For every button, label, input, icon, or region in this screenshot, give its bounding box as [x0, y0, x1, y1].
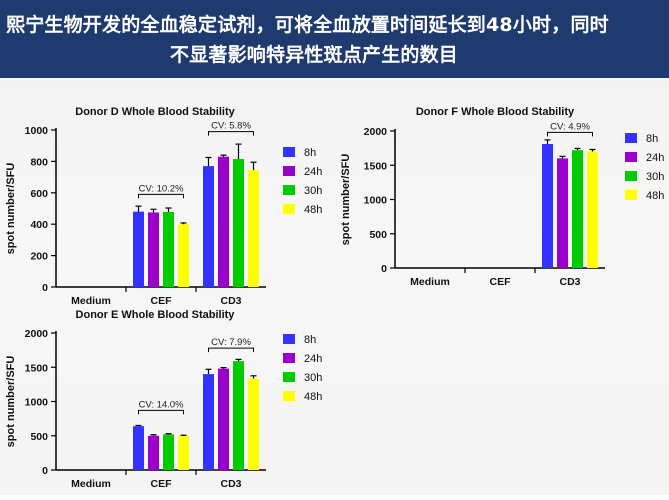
legend-swatch — [283, 147, 295, 157]
bar — [133, 211, 144, 287]
legend-swatch — [625, 190, 637, 200]
x-tick-label: CD3 — [220, 478, 241, 490]
legend-label: 8h — [304, 334, 316, 346]
bar — [587, 151, 598, 268]
cv-bracket — [138, 193, 184, 199]
legend-swatch — [283, 391, 295, 401]
cv-annotation: CV: 7.9% — [211, 337, 251, 348]
y-tick-label: 1000 — [364, 195, 388, 207]
y-axis-label: spot number/SFU — [340, 154, 352, 246]
legend-label: 24h — [646, 152, 664, 164]
legend-swatch — [283, 372, 295, 382]
y-tick-label: 600 — [30, 188, 48, 200]
slide-header: 熙宁生物开发的全血稳定试剂，可将全血放置时间延长到48小时，同时 不显著影响特异… — [0, 0, 669, 78]
bar — [557, 158, 568, 268]
y-tick-label: 1500 — [364, 160, 388, 172]
y-tick-label: 0 — [42, 282, 48, 294]
bar — [542, 144, 553, 268]
bar — [163, 434, 174, 470]
legend-label: 48h — [304, 391, 322, 403]
x-tick-label: CD3 — [559, 276, 580, 288]
bar — [203, 166, 214, 287]
legend-label: 48h — [304, 204, 322, 216]
y-tick-label: 2000 — [25, 328, 49, 340]
bar — [203, 374, 214, 470]
y-tick-label: 400 — [30, 219, 48, 231]
bar — [218, 156, 229, 287]
slide-title-line-1: 熙宁生物开发的全血稳定试剂，可将全血放置时间延长到48小时，同时 — [6, 14, 609, 36]
y-axis-label: spot number/SFU — [5, 356, 17, 448]
legend-swatch — [625, 133, 637, 143]
bar — [133, 426, 144, 470]
bar — [163, 211, 174, 287]
bar — [148, 212, 159, 287]
cv-bracket — [547, 131, 593, 137]
y-axis-label: spot number/SFU — [5, 163, 17, 255]
legend-swatch — [283, 334, 295, 344]
bar — [572, 150, 583, 268]
legend-label: 30h — [646, 171, 664, 183]
x-tick-label: CD3 — [220, 295, 241, 307]
slide-title-line-2: 不显著影响特异性斑点产生的数目 — [170, 44, 459, 66]
chart-donor-e: Donor E Whole Blood Stability spot number… — [5, 309, 322, 490]
cv-bracket — [208, 131, 254, 136]
legend-label: 30h — [304, 185, 322, 197]
chart-donor-d: Donor D Whole Blood Stability spot number… — [5, 106, 322, 307]
y-tick-label: 800 — [30, 156, 48, 168]
x-tick-label: Medium — [410, 276, 450, 288]
y-tick-label: 1000 — [25, 397, 49, 409]
y-tick-label: 200 — [30, 251, 48, 263]
y-tick-label: 500 — [30, 431, 48, 443]
y-tick-label: 1000 — [25, 125, 49, 137]
chart-title: Donor E Whole Blood Stability — [76, 309, 236, 321]
chart-title: Donor D Whole Blood Stability — [75, 106, 235, 118]
bar — [218, 368, 229, 470]
x-tick-label: CEF — [151, 478, 173, 490]
y-tick-label: 0 — [42, 465, 48, 477]
charts-area: Donor D Whole Blood Stability spot number… — [0, 78, 669, 495]
y-tick-label: 1500 — [25, 362, 49, 374]
bar — [248, 378, 259, 470]
x-tick-label: CEF — [490, 276, 512, 288]
cv-bracket — [208, 347, 254, 353]
cv-annotation: CV: 5.8% — [211, 121, 251, 132]
legend-label: 24h — [304, 353, 322, 365]
cv-annotation: CV: 10.2% — [138, 183, 184, 194]
chart-donor-f: Donor F Whole Blood Stability spot number… — [340, 106, 664, 288]
bar — [148, 435, 159, 470]
bar — [248, 170, 259, 287]
legend-swatch — [283, 353, 295, 363]
legend-label: 30h — [304, 372, 322, 384]
y-tick-label: 500 — [369, 229, 387, 241]
bar — [178, 224, 189, 287]
bar — [178, 435, 189, 470]
x-tick-label: CEF — [151, 295, 173, 307]
y-tick-label: 2000 — [364, 126, 388, 138]
legend-swatch — [625, 152, 637, 162]
legend-label: 8h — [304, 147, 316, 159]
cv-bracket — [138, 409, 184, 415]
chart-title: Donor F Whole Blood Stability — [416, 106, 575, 118]
bar — [233, 159, 244, 287]
bar — [233, 361, 244, 470]
legend-swatch — [283, 166, 295, 176]
y-tick-label: 0 — [381, 263, 387, 275]
x-tick-label: Medium — [71, 295, 111, 307]
legend-label: 24h — [304, 166, 322, 178]
cv-annotation: CV: 14.0% — [138, 399, 184, 410]
x-tick-label: Medium — [71, 478, 111, 490]
legend-swatch — [283, 204, 295, 214]
legend-swatch — [625, 171, 637, 181]
legend-label: 8h — [646, 133, 658, 145]
legend-label: 48h — [646, 190, 664, 202]
legend-swatch — [283, 185, 295, 195]
cv-annotation: CV: 4.9% — [550, 121, 590, 132]
